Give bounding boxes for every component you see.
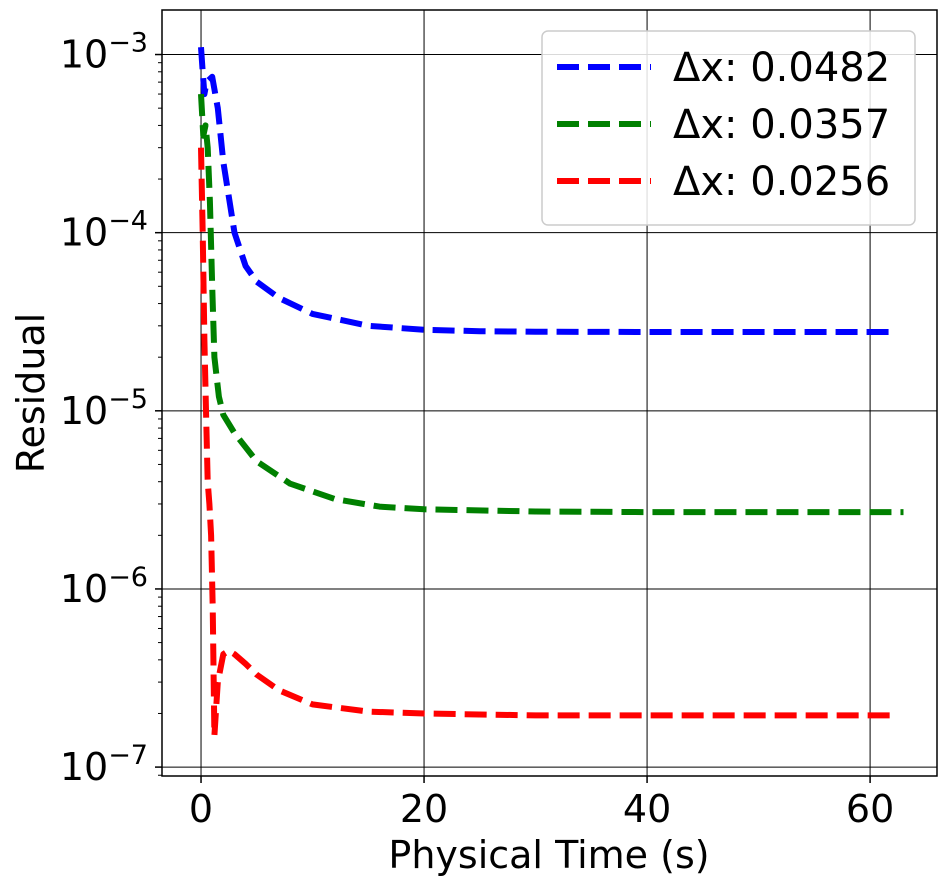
series-line-2 bbox=[198, 93, 904, 516]
x-tick-label: 20 bbox=[400, 787, 448, 831]
axis-ticks: 0 20 40 60 10−7 10−6 10−5 10−4 10−3 bbox=[60, 28, 894, 831]
x-tick-label: 60 bbox=[846, 787, 894, 831]
y-tick-label: 10−6 bbox=[60, 562, 148, 611]
y-tick-label: 10−4 bbox=[60, 206, 148, 255]
y-axis-label: Residual bbox=[9, 313, 53, 473]
y-tick-label: 10−3 bbox=[60, 28, 148, 77]
legend-label-2: Δx: 0.0357 bbox=[673, 102, 890, 148]
legend-box bbox=[541, 30, 916, 226]
y-tick-label: 10−5 bbox=[60, 384, 148, 433]
legend-label-1: Δx: 0.0482 bbox=[673, 45, 890, 91]
x-tick-label: 0 bbox=[189, 787, 213, 831]
series-lines bbox=[198, 46, 904, 739]
x-axis-label: Physical Time (s) bbox=[388, 833, 709, 877]
series-line-1 bbox=[198, 46, 893, 335]
legend-label-3: Δx: 0.0256 bbox=[673, 159, 890, 205]
legend: Δx: 0.0482 Δx: 0.0357 Δx: 0.0256 bbox=[541, 30, 916, 226]
series-line-3 bbox=[198, 147, 893, 739]
x-tick-label: 40 bbox=[623, 787, 671, 831]
y-tick-label: 10−7 bbox=[60, 740, 148, 789]
plot-frame bbox=[161, 9, 938, 777]
